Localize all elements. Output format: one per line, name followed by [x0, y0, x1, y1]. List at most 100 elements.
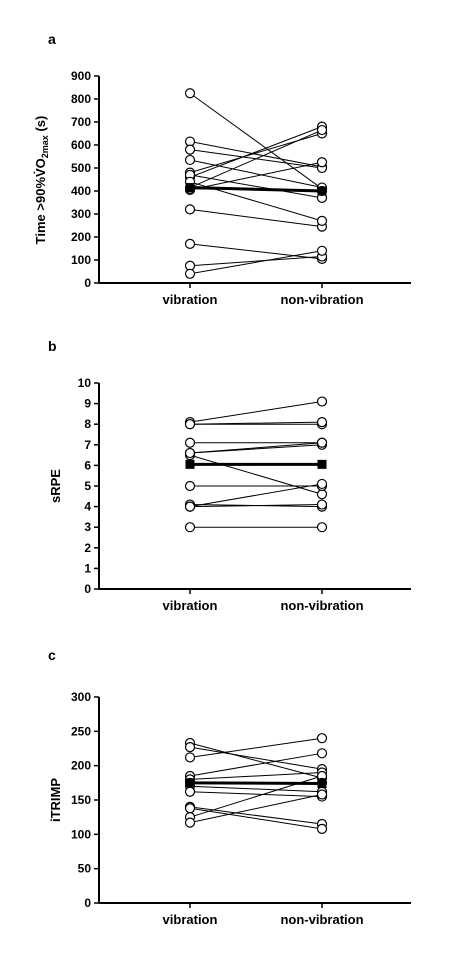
panel-a-pair-line: [189, 129, 323, 189]
panel-b-y-tick-label: 0: [84, 582, 91, 596]
panel-a-pair-line: [189, 159, 323, 189]
panel-a-pair-line: [189, 256, 323, 267]
panel-a-point-vibration: [184, 238, 196, 249]
panel-a-point-vibration: [184, 144, 196, 155]
panel-b-point-vibration: [184, 522, 196, 533]
panel-b-pair-line: [189, 454, 323, 495]
panel-b-mean-vibration: [185, 459, 195, 469]
panel-b-point-vibration: [184, 447, 196, 459]
panel-a-x-label-vibration: vibration: [163, 292, 218, 307]
panel-a-y-tick-label: 700: [71, 115, 91, 129]
panel-c-y-tick-label: 150: [71, 793, 91, 807]
panel-a-y-tick-label: 400: [71, 184, 91, 198]
panel-a-pair-line: [189, 243, 323, 260]
panel-c-point-vibration: [184, 803, 196, 814]
panel-b-x-label-vibration: vibration: [163, 598, 218, 613]
panel-c-pair-line: [189, 794, 323, 824]
panel-c-point-vibration: [184, 786, 196, 797]
panel-c-pair-line: [189, 746, 323, 770]
panel-b-y-tick-label: 7: [84, 438, 91, 452]
panel-a-pair-line: [189, 174, 323, 199]
panel-a-pair-line: [189, 92, 323, 190]
panel-b-y-tick-label: 1: [84, 561, 91, 575]
panel-a-point-vibration: [184, 88, 196, 99]
panel-a-point-vibration: [184, 204, 196, 215]
panel-c-x-label-non-vibration: non-vibration: [280, 912, 363, 927]
panel-a-y-tick-label: 900: [71, 69, 91, 83]
panel-c-pair-line: [189, 785, 323, 793]
panel-a-pair-line: [189, 141, 323, 168]
panel-b-point-non-vibration: [316, 522, 328, 533]
panel-a-pair-line: [189, 250, 323, 275]
panel-c-point-non-vibration: [316, 748, 328, 759]
panel-b-y-tick-label: 10: [78, 376, 92, 390]
panel-a-mean-line: [189, 186, 323, 193]
panel-a-point-vibration: [184, 154, 196, 166]
panel-a-y-tick-label: 800: [71, 92, 91, 106]
panel-a-point-vibration: [184, 268, 196, 279]
panel-b-x-label-non-vibration: non-vibration: [280, 598, 363, 613]
panel-c-point-non-vibration: [316, 823, 328, 834]
panel-c-y-tick-label: 300: [71, 690, 91, 704]
plot-layer: 0100200300400500600700800900012345678910…: [71, 69, 411, 910]
panel-c-y-tick-label: 250: [71, 724, 91, 738]
panel-c-x-label-vibration: vibration: [163, 912, 218, 927]
panel-a-point-non-vibration: [316, 157, 328, 168]
panel-a-y-tick-label: 300: [71, 207, 91, 221]
panel-a-y-tick-label: 600: [71, 138, 91, 152]
panel-a-y-axis-title: Time >90%V̇O2max (s): [33, 116, 50, 245]
panel-b-pair-line: [189, 504, 323, 508]
panel-a-y-tick-label: 200: [71, 230, 91, 244]
panel-b-point-vibration: [184, 480, 196, 492]
panel-c-point-vibration: [184, 742, 196, 753]
panel-b-y-tick-label: 8: [84, 417, 91, 431]
panel-a-label: a: [48, 31, 56, 47]
panel-c-point-vibration: [184, 752, 196, 763]
panel-a-pair-line: [189, 208, 323, 228]
panel-b-y-axis-title: sRPE: [48, 469, 63, 503]
panel-b-pair-line: [189, 401, 323, 423]
panel-b-point-non-vibration: [316, 396, 328, 407]
panel-a-y-tick-label: 100: [71, 253, 91, 267]
panel-b-y-tick-label: 4: [84, 500, 91, 514]
panel-c-y-tick-label: 100: [71, 827, 91, 841]
panel-c-pair-line: [189, 791, 323, 798]
panel-c-point-non-vibration: [316, 789, 328, 800]
panel-c-mean-line: [189, 781, 323, 786]
panel-b-y-tick-label: 9: [84, 397, 91, 411]
panel-a-point-non-vibration: [316, 215, 328, 226]
panel-b-y-tick-label: 2: [84, 541, 91, 555]
panel-c-mean-non-vibration: [317, 779, 327, 789]
panel-b-mean-non-vibration: [317, 459, 327, 469]
panel-a-mean-vibration: [185, 183, 195, 193]
panel-b-y-tick-label: 6: [84, 458, 91, 472]
panel-a-y-tick-label: 0: [84, 276, 91, 290]
panel-b-point-vibration: [184, 501, 196, 512]
panel-b-point-non-vibration: [316, 478, 328, 490]
panel-c-pair-line: [189, 737, 323, 758]
panel-c-y-axis-title: iTRIMP: [48, 778, 63, 822]
panel-b-y-tick-label: 3: [84, 520, 91, 534]
panel-c-label: c: [48, 647, 56, 663]
panel-b-point-vibration: [184, 419, 196, 430]
panel-b-label: b: [48, 338, 57, 354]
panel-b-point-vibration: [184, 437, 196, 448]
panel-b-pair-line: [189, 483, 323, 508]
panel-b-point-non-vibration: [316, 499, 328, 510]
panel-c-pair-line: [189, 772, 323, 780]
panel-c-y-tick-label: 0: [84, 896, 91, 910]
panel-a-point-non-vibration: [316, 245, 328, 256]
panel-c-pair-line: [189, 807, 323, 830]
panel-c-pair-line: [189, 806, 323, 825]
panel-c-point-vibration: [184, 817, 196, 828]
panel-a-y-tick-label: 500: [71, 161, 91, 175]
panel-a-mean-non-vibration: [317, 186, 327, 196]
panel-c-y-tick-label: 50: [78, 862, 92, 876]
panel-b-point-non-vibration: [316, 417, 328, 428]
panel-b-pair-line: [189, 421, 323, 425]
panel-c-point-non-vibration: [316, 733, 328, 744]
panel-a-x-label-non-vibration: non-vibration: [280, 292, 363, 307]
panel-c-mean-vibration: [185, 778, 195, 788]
panel-b-y-tick-label: 5: [84, 479, 91, 493]
